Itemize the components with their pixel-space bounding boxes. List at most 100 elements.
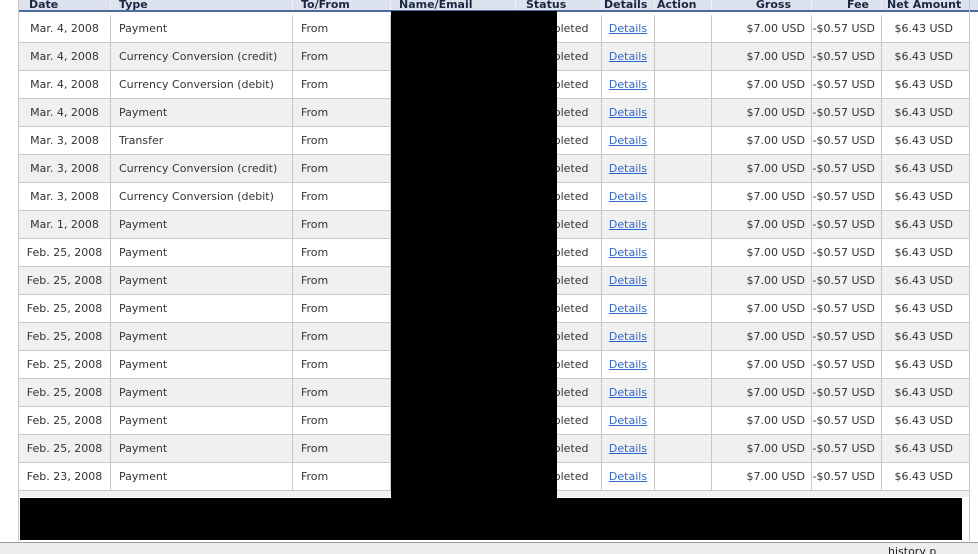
- cell-fee: -$0.57 USD: [812, 295, 882, 322]
- cell-action: [655, 155, 712, 182]
- cell-to-from: From: [293, 295, 391, 322]
- cell-type: Payment: [111, 267, 293, 294]
- details-link[interactable]: Details: [608, 470, 648, 483]
- cell-type: Currency Conversion (debit): [111, 183, 293, 210]
- cell-action: [655, 211, 712, 238]
- cell-to-from: From: [293, 379, 391, 406]
- cell-to-from: From: [293, 435, 391, 462]
- cell-fee: -$0.57 USD: [812, 239, 882, 266]
- cell-to-from: From: [293, 183, 391, 210]
- cell-action: [655, 435, 712, 462]
- details-link[interactable]: Details: [608, 22, 648, 35]
- cell-to-from: From: [293, 127, 391, 154]
- column-header-fee: Fee: [812, 0, 882, 10]
- cell-action: [655, 15, 712, 42]
- cell-net-amount: $6.43 USD: [894, 470, 954, 483]
- details-link[interactable]: Details: [608, 414, 648, 427]
- cell-to-from: From: [293, 323, 391, 350]
- cell-to-from: From: [293, 71, 391, 98]
- details-link[interactable]: Details: [608, 302, 648, 315]
- details-link[interactable]: Details: [608, 442, 648, 455]
- cell-gross: $7.00 USD: [712, 239, 812, 266]
- details-link[interactable]: Details: [608, 50, 648, 63]
- cell-to-from: From: [293, 463, 391, 490]
- cell-date: Mar. 4, 2008: [19, 99, 111, 126]
- cell-gross: $7.00 USD: [712, 127, 812, 154]
- cell-details: Details: [602, 183, 655, 210]
- details-link[interactable]: Details: [608, 218, 648, 231]
- details-link[interactable]: Details: [608, 106, 648, 119]
- details-link[interactable]: Details: [608, 358, 648, 371]
- cell-net-amount: $6.43 USD: [894, 218, 954, 231]
- cell-to-from: From: [293, 267, 391, 294]
- column-header-gross: Gross: [712, 0, 812, 10]
- cell-type: Transfer: [111, 127, 293, 154]
- cell-action: [655, 239, 712, 266]
- details-link[interactable]: Details: [608, 330, 648, 343]
- column-header-details: Details: [602, 0, 655, 10]
- cell-details: Details: [602, 15, 655, 42]
- column-header-name-email: Name/Email: [391, 0, 516, 10]
- redaction-box-name-email-column: [391, 11, 557, 498]
- cell-type: Payment: [111, 435, 293, 462]
- cell-action: [655, 43, 712, 70]
- cell-gross: $7.00 USD: [712, 379, 812, 406]
- cell-details: Details: [602, 127, 655, 154]
- cell-to-from: From: [293, 239, 391, 266]
- cell-details: Details: [602, 295, 655, 322]
- cell-details: Details: [602, 267, 655, 294]
- cell-date: Mar. 4, 2008: [19, 43, 111, 70]
- cell-date: Feb. 25, 2008: [19, 239, 111, 266]
- cell-details: Details: [602, 323, 655, 350]
- cell-fee: -$0.57 USD: [812, 323, 882, 350]
- cell-details: Details: [602, 71, 655, 98]
- cell-gross: $7.00 USD: [712, 99, 812, 126]
- cell-net-amount: $6.43 USD: [894, 22, 954, 35]
- browser-status-bar: history p: [0, 542, 978, 554]
- cell-fee: -$0.57 USD: [812, 435, 882, 462]
- cell-fee: -$0.57 USD: [812, 127, 882, 154]
- cell-type: Payment: [111, 99, 293, 126]
- cell-net-amount: $6.43 USD: [894, 414, 954, 427]
- cell-to-from: From: [293, 155, 391, 182]
- cell-net-amount: $6.43 USD: [894, 190, 954, 203]
- cell-type: Payment: [111, 379, 293, 406]
- cell-gross: $7.00 USD: [712, 183, 812, 210]
- cell-gross: $7.00 USD: [712, 15, 812, 42]
- cell-date: Feb. 25, 2008: [19, 407, 111, 434]
- cell-action: [655, 71, 712, 98]
- status-bar-text: history p: [888, 545, 937, 554]
- cell-action: [655, 379, 712, 406]
- cell-net-amount: $6.43 USD: [894, 78, 954, 91]
- details-link[interactable]: Details: [608, 274, 648, 287]
- cell-date: Mar. 3, 2008: [19, 183, 111, 210]
- details-link[interactable]: Details: [608, 246, 648, 259]
- cell-date: Feb. 25, 2008: [19, 435, 111, 462]
- cell-to-from: From: [293, 99, 391, 126]
- cell-date: Mar. 3, 2008: [19, 127, 111, 154]
- cell-gross: $7.00 USD: [712, 407, 812, 434]
- cell-action: [655, 323, 712, 350]
- cell-type: Payment: [111, 295, 293, 322]
- details-link[interactable]: Details: [608, 386, 648, 399]
- cell-type: Payment: [111, 15, 293, 42]
- cell-date: Feb. 23, 2008: [19, 463, 111, 490]
- details-link[interactable]: Details: [608, 78, 648, 91]
- details-link[interactable]: Details: [608, 134, 648, 147]
- cell-gross: $7.00 USD: [712, 323, 812, 350]
- cell-net-amount: $6.43 USD: [894, 302, 954, 315]
- cell-net-amount: $6.43 USD: [894, 386, 954, 399]
- details-link[interactable]: Details: [608, 190, 648, 203]
- cell-net-amount: $6.43 USD: [894, 330, 954, 343]
- column-header-net-amount: Net Amount: [887, 0, 962, 11]
- cell-to-from: From: [293, 43, 391, 70]
- column-header-action: Action: [655, 0, 712, 10]
- cell-action: [655, 295, 712, 322]
- cell-action: [655, 99, 712, 126]
- cell-net-amount: $6.43 USD: [894, 274, 954, 287]
- cell-fee: -$0.57 USD: [812, 463, 882, 490]
- cell-action: [655, 267, 712, 294]
- details-link[interactable]: Details: [608, 162, 648, 175]
- column-header-type: Type: [111, 0, 293, 10]
